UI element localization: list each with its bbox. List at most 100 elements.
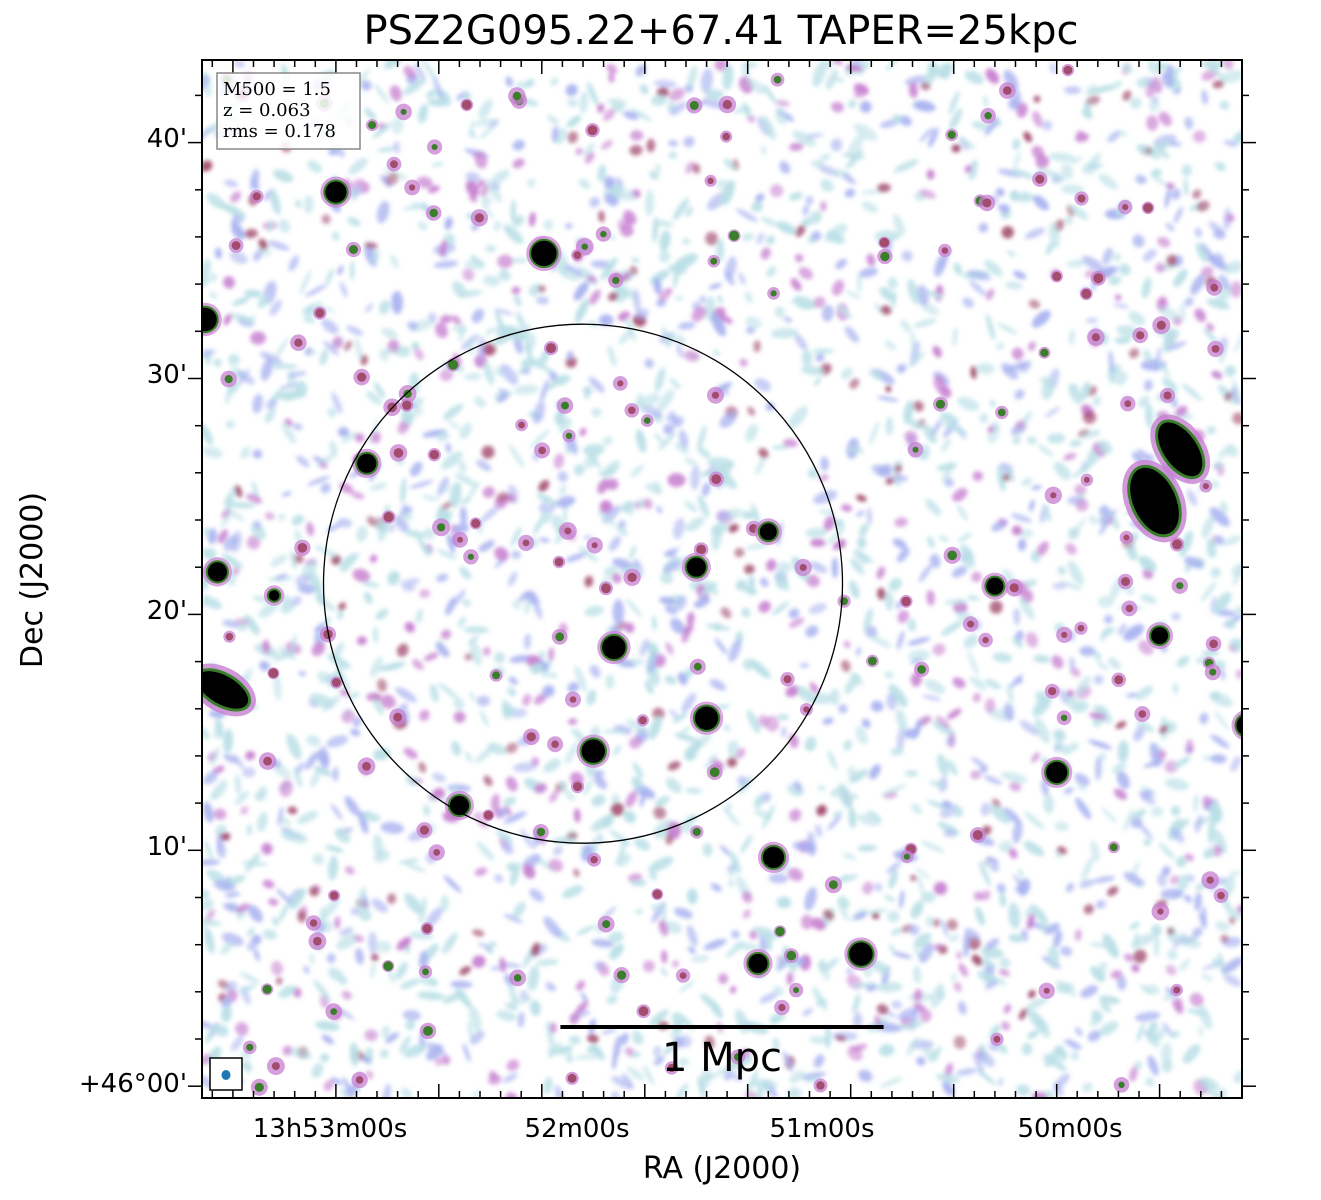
noise-blob bbox=[584, 143, 595, 156]
noise-blob bbox=[607, 98, 628, 107]
noise-blob bbox=[859, 267, 878, 278]
noise-blob bbox=[314, 545, 339, 558]
noise-blob bbox=[1054, 849, 1062, 860]
faint-source-core bbox=[628, 406, 636, 415]
noise-blob bbox=[485, 327, 496, 335]
faint-source-core bbox=[1210, 283, 1219, 292]
noise-blob bbox=[461, 598, 471, 607]
noise-blob bbox=[728, 879, 734, 888]
noise-blob bbox=[1090, 966, 1106, 983]
noise-blob bbox=[566, 115, 582, 128]
noise-blob bbox=[1117, 740, 1129, 763]
noise-blob bbox=[917, 875, 924, 894]
noise-blob bbox=[446, 533, 455, 554]
noise-blob bbox=[765, 559, 777, 572]
noise-blob bbox=[1003, 702, 1015, 722]
noise-blob bbox=[240, 806, 249, 815]
noise-blob bbox=[551, 125, 559, 143]
noise-blob bbox=[808, 603, 827, 614]
noise-blob bbox=[646, 138, 656, 153]
noise-blob bbox=[538, 285, 546, 293]
noise-blob bbox=[215, 824, 227, 836]
noise-blob bbox=[877, 183, 891, 193]
noise-blob bbox=[379, 300, 391, 315]
noise-blob bbox=[540, 379, 549, 403]
faint-source-core bbox=[803, 706, 810, 713]
faint-source-core bbox=[1122, 204, 1129, 211]
faint-source-core bbox=[775, 926, 785, 937]
faint-source-core bbox=[590, 856, 598, 864]
faint-source-core bbox=[231, 241, 241, 250]
noise-blob bbox=[845, 64, 863, 72]
noise-blob bbox=[295, 380, 308, 398]
noise-blob bbox=[631, 1052, 642, 1058]
noise-blob bbox=[1201, 266, 1214, 278]
noise-blob bbox=[913, 100, 936, 112]
noise-blob bbox=[598, 210, 605, 223]
noise-blob bbox=[1200, 581, 1217, 602]
noise-blob bbox=[1048, 152, 1076, 162]
noise-blob bbox=[999, 957, 1011, 969]
noise-blob bbox=[1230, 281, 1242, 298]
image-layer bbox=[135, 60, 1242, 1098]
noise-blob bbox=[660, 967, 668, 977]
noise-blob bbox=[812, 60, 827, 88]
noise-blob bbox=[1132, 234, 1145, 248]
noise-blob bbox=[846, 149, 864, 169]
noise-blob bbox=[1123, 809, 1133, 833]
faint-source-core bbox=[868, 656, 877, 666]
noise-blob bbox=[490, 793, 500, 811]
noise-blob bbox=[1145, 1077, 1155, 1087]
noise-blob bbox=[857, 844, 877, 852]
noise-blob bbox=[843, 640, 851, 649]
noise-blob bbox=[1069, 156, 1083, 165]
noise-blob bbox=[1076, 130, 1084, 137]
noise-blob bbox=[568, 718, 578, 725]
noise-blob bbox=[1053, 742, 1071, 755]
noise-blob bbox=[907, 618, 917, 632]
noise-blob bbox=[935, 715, 951, 729]
noise-blob bbox=[985, 288, 995, 301]
noise-blob bbox=[856, 813, 882, 826]
noise-blob bbox=[925, 915, 935, 927]
noise-blob bbox=[1214, 461, 1224, 471]
faint-source-core bbox=[1125, 604, 1134, 613]
noise-blob bbox=[614, 187, 637, 202]
noise-blob bbox=[1086, 162, 1104, 170]
noise-blob bbox=[277, 513, 286, 522]
noise-blob bbox=[314, 1021, 340, 1031]
noise-blob bbox=[968, 159, 978, 181]
noise-blob bbox=[786, 971, 794, 986]
noise-blob bbox=[910, 874, 917, 882]
noise-blob bbox=[760, 145, 767, 155]
noise-blob bbox=[884, 340, 897, 351]
faint-source-core bbox=[581, 243, 588, 250]
noise-blob bbox=[586, 81, 599, 106]
noise-blob bbox=[1017, 361, 1028, 368]
noise-blob bbox=[231, 223, 245, 241]
noise-blob bbox=[1157, 236, 1171, 248]
noise-blob bbox=[1201, 515, 1215, 539]
faint-source-core bbox=[587, 125, 598, 136]
noise-blob bbox=[1158, 111, 1172, 127]
bright-source bbox=[849, 942, 873, 966]
noise-blob bbox=[653, 806, 667, 820]
noise-blob bbox=[1201, 242, 1216, 263]
noise-blob bbox=[749, 659, 771, 679]
noise-blob bbox=[920, 840, 946, 853]
noise-blob bbox=[717, 511, 730, 521]
noise-blob bbox=[1133, 726, 1145, 742]
noise-blob bbox=[502, 1072, 518, 1083]
noise-blob bbox=[625, 598, 643, 618]
noise-blob bbox=[985, 938, 1000, 950]
bright-source-halo bbox=[135, 903, 166, 934]
noise-blob bbox=[317, 671, 330, 684]
noise-blob bbox=[1150, 806, 1164, 817]
noise-blob bbox=[398, 858, 420, 864]
noise-blob bbox=[505, 1092, 518, 1098]
noise-blob bbox=[1172, 682, 1179, 695]
noise-blob bbox=[248, 314, 255, 326]
faint-source-core bbox=[268, 668, 279, 679]
noise-blob bbox=[795, 304, 811, 310]
noise-blob bbox=[377, 146, 396, 153]
